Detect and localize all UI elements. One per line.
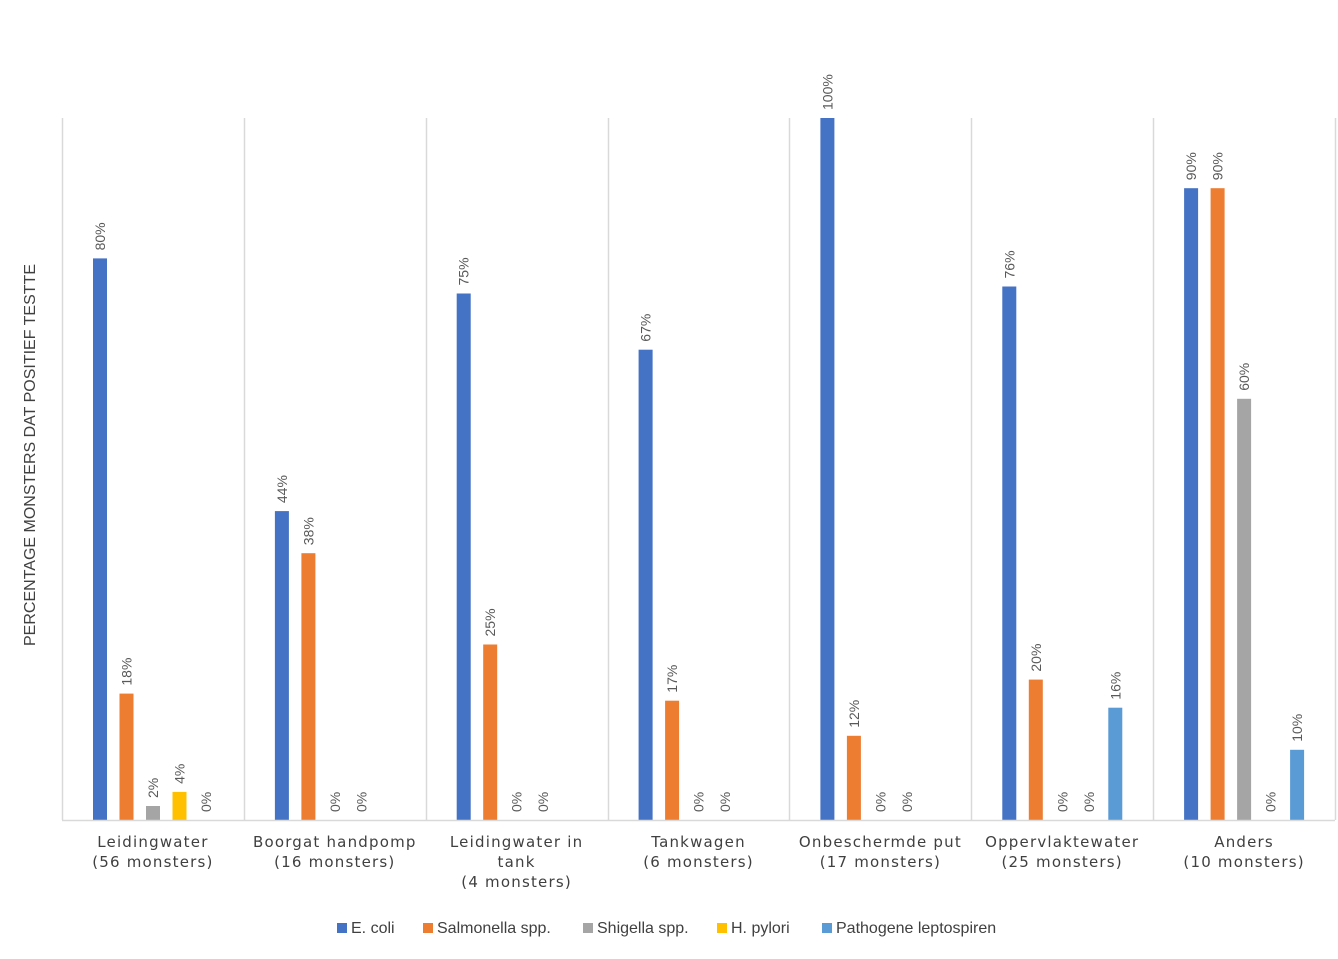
x-tick-label: Oppervlaktewater (25 monsters) [985,833,1139,871]
data-label: 0% [1054,792,1070,812]
bar [820,118,835,820]
data-label: 67% [638,314,654,342]
data-label: 4% [172,764,188,784]
data-label: 76% [1001,250,1017,278]
data-label: 90% [1183,152,1199,180]
x-tick-label: Leidingwater (56 monsters) [92,833,213,871]
x-tick-label: Anders (10 monsters) [1183,833,1304,871]
x-tick-label: Leidingwater in tank (4 monsters) [450,833,583,891]
data-label: 0% [535,792,551,812]
bars [93,118,1305,820]
x-tick-label-line: (16 monsters) [274,853,395,871]
data-label: 44% [274,475,290,503]
x-tick-label-line: (25 monsters) [1002,853,1123,871]
data-label: 0% [198,792,214,812]
data-label: 80% [92,222,108,250]
data-label: 0% [1263,792,1279,812]
bar [1210,188,1225,820]
data-labels: 80% 44% 75% 67% 100% 76% 90% 18% 38% 25% 17% 12% 20%… [92,74,1305,812]
x-tick-label-line: Anders [1214,833,1274,851]
data-label: 10% [1289,714,1305,742]
data-label: 17% [664,665,680,693]
legend-label: Pathogene leptospiren [836,920,996,937]
data-label: 0% [1081,792,1097,812]
data-label: 20% [1028,644,1044,672]
bar [1108,707,1123,820]
bar [274,511,289,820]
legend-label: H. pylori [731,920,790,937]
legend-label: E. coli [351,920,395,937]
legend-swatch [337,923,347,933]
data-label: 0% [899,792,915,812]
data-label: 0% [353,792,369,812]
x-tick-label-line: (6 monsters) [643,853,754,871]
x-tick-label-line: (17 monsters) [820,853,941,871]
bar [172,791,187,820]
bar [146,806,160,820]
data-label: 0% [717,792,733,812]
x-tick-label-line: Tankwagen [650,833,746,851]
x-tick-label-line: (4 monsters) [461,873,572,891]
x-tick-label-line: Boorgat handpomp [253,833,417,851]
x-tick-label: Boorgat handpomp (16 monsters) [253,833,417,871]
bar [1237,398,1252,820]
data-label: 12% [846,700,862,728]
data-label: 100% [819,74,835,110]
x-tick-label-line: tank [498,853,536,871]
legend: E. coli Salmonella spp. Shigella spp. H. py… [337,920,996,937]
bar [846,735,861,820]
bar [1184,188,1199,820]
x-tick-label-line: Leidingwater in [450,833,583,851]
data-label: 0% [872,792,888,812]
x-tick-label-line: Oppervlaktewater [985,833,1139,851]
data-label: 16% [1107,672,1123,700]
bar [1290,749,1305,820]
data-label: 0% [327,792,343,812]
data-label: 90% [1210,152,1226,180]
x-tick-label-line: (56 monsters) [92,853,213,871]
bar [301,553,316,820]
x-tick-label: Onbeschermde put (17 monsters) [799,833,962,871]
bar [456,293,471,820]
data-label: 0% [509,792,525,812]
x-tick-label: Tankwagen (6 monsters) [643,833,754,871]
x-tick-label-line: Leidingwater [97,833,208,851]
bar [93,258,107,820]
legend-swatch [822,923,832,933]
legend-swatch [717,923,727,933]
bar [665,700,680,820]
bar [1028,679,1043,820]
category-separators [61,118,1337,820]
data-label: 60% [1236,363,1252,391]
y-axis-title: PERCENTAGE MONSTERS DAT POSITIEF TESTTE [22,264,39,646]
bar [119,693,134,820]
x-tick-label-line: Onbeschermde put [799,833,962,851]
bar [1002,286,1017,820]
legend-swatch [583,923,593,933]
bar [638,349,653,820]
x-tick-label-line: (10 monsters) [1183,853,1304,871]
data-label: 0% [691,792,707,812]
legend-label: Salmonella spp. [437,920,551,937]
legend-swatch [423,923,433,933]
legend-label: Shigella spp. [597,920,689,937]
data-label: 38% [300,517,316,545]
data-label: 18% [119,658,135,686]
x-tick-labels: Leidingwater (56 monsters) Boorgat handpom… [92,833,1304,891]
data-label: 75% [456,257,472,285]
bar [483,644,498,820]
data-label: 2% [145,778,161,798]
data-label: 25% [482,608,498,636]
y-axis-title-group: PERCENTAGE MONSTERS DAT POSITIEF TESTTE [22,264,39,646]
